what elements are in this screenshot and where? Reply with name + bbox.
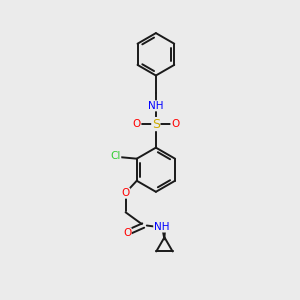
Text: O: O — [171, 119, 179, 129]
Text: NH: NH — [154, 222, 169, 232]
Text: S: S — [152, 118, 160, 130]
Text: Cl: Cl — [110, 151, 121, 161]
Text: O: O — [123, 228, 131, 238]
Text: O: O — [122, 188, 130, 198]
Text: NH: NH — [148, 101, 164, 111]
Text: O: O — [133, 119, 141, 129]
